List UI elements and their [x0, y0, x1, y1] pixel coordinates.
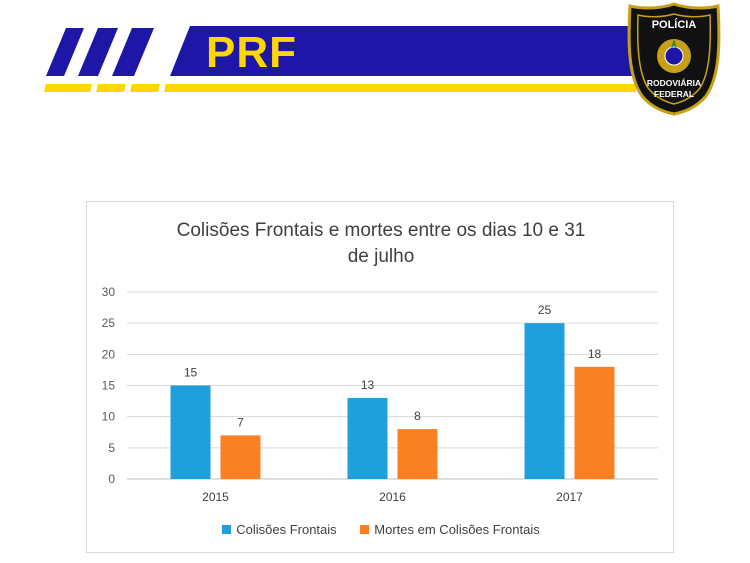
badge-inner — [636, 13, 712, 105]
prf-brand-text: PRF — [206, 28, 297, 77]
legend-swatch-mortes — [360, 525, 370, 534]
banner-yellow-dash-2 — [96, 84, 126, 92]
y-tick-label-15: 15 — [102, 379, 116, 393]
chart-title-line-2: de julho — [347, 246, 415, 267]
chart-title-line-1: Colisões Frontais e mortes entre os dias… — [176, 220, 586, 241]
bar-chart: 0 5 10 15 20 25 30 15 7 2015 13 8 2016 25 18 2017 — [102, 285, 658, 504]
bar-2015-series-1 — [170, 385, 211, 479]
y-tick-label-5: 5 — [108, 441, 115, 455]
data-label-2016-series-1: 13 — [361, 378, 375, 392]
x-tick-label-2016: 2016 — [379, 490, 406, 504]
y-tick-label-25: 25 — [102, 316, 116, 330]
y-tick-label-10: 10 — [102, 410, 116, 424]
banner-stripe-1 — [46, 28, 84, 76]
badge-emblem-core — [664, 46, 684, 66]
badge-line2: RODOVIÁRIA — [647, 78, 701, 88]
legend-label-colisoes: Colisões Frontais — [236, 522, 337, 537]
prf-badge-icon: POLÍCIA RODOVIÁRIA FEDERAL — [627, 2, 721, 116]
banner-yellow-dash-3 — [130, 84, 160, 92]
banner-stripe-2 — [78, 28, 118, 76]
x-tick-label-2017: 2017 — [556, 490, 583, 504]
y-tick-label-20: 20 — [102, 347, 116, 361]
prf-header-banner: PRF — [44, 26, 636, 92]
data-label-2015-series-1: 15 — [184, 366, 198, 380]
badge-emblem-star — [671, 39, 677, 48]
bar-2016-series-2 — [397, 429, 438, 479]
x-tick-label-2015: 2015 — [202, 490, 229, 504]
y-tick-label-30: 30 — [102, 285, 116, 299]
y-tick-label-0: 0 — [108, 472, 115, 486]
legend-item-mortes: Mortes em Colisões Frontais — [360, 522, 540, 537]
bar-2016-series-1 — [347, 397, 388, 479]
data-label-2017-series-2: 18 — [588, 347, 602, 361]
legend-item-colisoes: Colisões Frontais — [222, 522, 337, 537]
bar-2015-series-2 — [220, 435, 261, 479]
badge-line1: POLÍCIA — [652, 18, 697, 31]
badge-line3: FEDERAL — [654, 89, 694, 99]
banner-main-bar — [170, 26, 632, 76]
bar-2017-series-1 — [524, 323, 565, 479]
bar-2017-series-2 — [574, 366, 615, 479]
chart-title: Colisões Frontais e mortes entre os dias… — [87, 218, 675, 270]
banner-stripe-3 — [112, 28, 154, 76]
banner-yellow-dash-1 — [44, 84, 92, 92]
legend-swatch-colisoes — [222, 525, 232, 534]
chart-container: Colisões Frontais e mortes entre os dias… — [86, 201, 674, 553]
data-label-2015-series-2: 7 — [237, 415, 244, 429]
banner-yellow-line — [164, 84, 636, 92]
data-label-2017-series-1: 25 — [538, 303, 552, 317]
data-label-2016-series-2: 8 — [414, 409, 421, 423]
chart-legend: Colisões Frontais Mortes em Colisões Fro… — [87, 522, 675, 537]
legend-label-mortes: Mortes em Colisões Frontais — [374, 522, 540, 537]
